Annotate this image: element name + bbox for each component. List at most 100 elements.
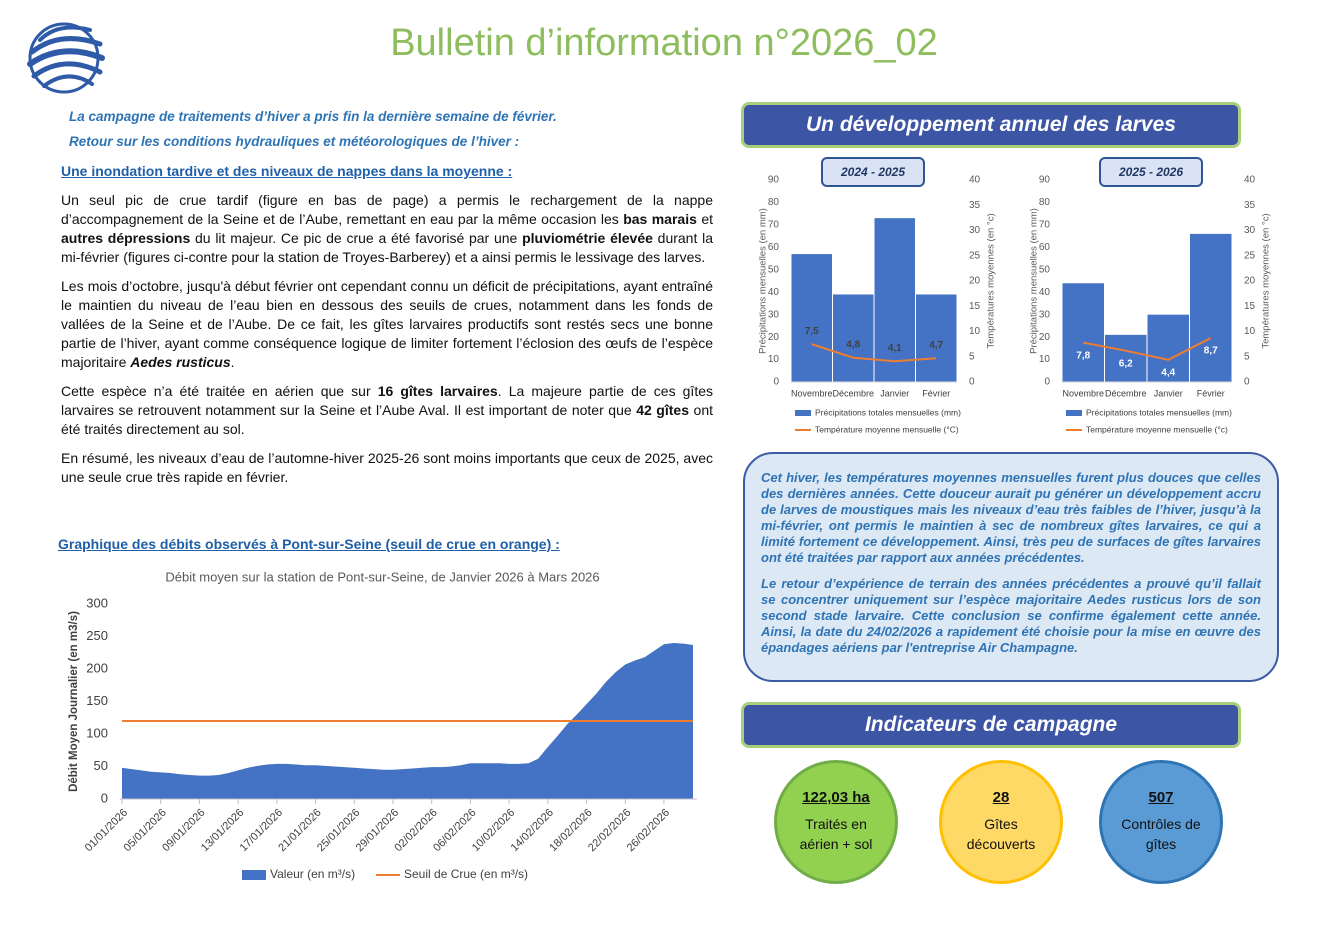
- indicator-label: Traités en aérien + sol: [799, 816, 873, 852]
- y-tick-label: 70: [1039, 220, 1051, 231]
- data-label: 7,5: [805, 326, 819, 337]
- y2-tick-label: 35: [1244, 200, 1256, 211]
- x-tick-label: Janvier: [880, 388, 909, 398]
- legend-swatch: [1066, 410, 1082, 416]
- x-tick-label: Février: [1197, 388, 1225, 398]
- text-run: durant la mi-février (figures ci-contre …: [61, 230, 714, 265]
- bar: [791, 254, 832, 382]
- legend-label: Précipitations totales mensuelles (mm): [815, 407, 961, 417]
- y2-tick-label: 0: [969, 377, 975, 388]
- text-run: En résumé, les niveaux d’eau de l’automn…: [61, 450, 713, 485]
- chart-title-box: [821, 157, 925, 187]
- y-tick-label: 300: [86, 595, 108, 610]
- y-tick-label: 100: [86, 725, 108, 740]
- y-tick-label: 20: [1039, 332, 1051, 343]
- y-tick-label: 80: [1039, 197, 1051, 208]
- paragraph: En résumé, les niveaux d’eau de l’automn…: [61, 449, 713, 487]
- y-tick-label: 80: [768, 197, 780, 208]
- y2-tick-label: 10: [1244, 326, 1256, 337]
- y-tick-label: 40: [1039, 287, 1051, 298]
- data-label: 4,8: [846, 339, 860, 350]
- y-tick-label: 50: [768, 264, 780, 275]
- bar: [874, 218, 915, 382]
- indicator-label: Contrôles de gîtes: [1121, 816, 1201, 852]
- text-run: pluviométrie élevée: [522, 230, 653, 246]
- y-axis-label: Précipitations mensuelles (en mm): [758, 208, 769, 354]
- paragraph: Les mois d’octobre, jusqu'à début févrie…: [61, 277, 713, 372]
- bar: [1105, 334, 1147, 382]
- callout: Cet hiver, les températures moyennes men…: [743, 452, 1279, 682]
- y2-axis-label: Températures moyennes (en °c): [1261, 213, 1272, 348]
- y-tick-label: 40: [768, 287, 780, 298]
- x-tick-label: Novembre: [791, 388, 833, 398]
- data-label: 4,7: [929, 340, 943, 351]
- indicator: 28 Gîtes découverts: [939, 760, 1063, 884]
- y2-tick-label: 30: [969, 225, 981, 236]
- x-tick-label: Janvier: [1154, 388, 1183, 398]
- bar: [833, 294, 874, 382]
- x-tick-label: Novembre: [1062, 388, 1104, 398]
- x-tick-label: Décembre: [832, 388, 874, 398]
- y-axis-label: Précipitations mensuelles (en mm): [1029, 208, 1040, 354]
- data-label: 6,2: [1119, 358, 1133, 369]
- bar: [1062, 283, 1104, 382]
- y2-tick-label: 40: [1244, 175, 1256, 186]
- paragraph: Cette espèce n’a été traitée en aérien q…: [61, 382, 713, 439]
- legend-label: Température moyenne mensuelle (°c): [1086, 424, 1228, 434]
- intro-line: La campagne de traitements d’hiver a pri…: [69, 109, 557, 124]
- y2-tick-label: 0: [1244, 377, 1250, 388]
- indicator-value: 28: [992, 789, 1010, 806]
- temperature-line: [811, 343, 937, 363]
- y2-tick-label: 20: [969, 276, 981, 287]
- chart-title: Débit moyen sur la station de Pont-sur-S…: [165, 569, 599, 584]
- logo-ring: [28, 22, 100, 94]
- y-tick-label: 10: [768, 354, 780, 365]
- text-run: autres dépressions: [61, 230, 191, 246]
- y-tick-label: 50: [94, 758, 108, 773]
- text-run: 16 gîtes larvaires: [377, 383, 498, 399]
- y2-tick-label: 15: [1244, 301, 1256, 312]
- indicator: 122,03 ha Traités en aérien + sol: [774, 760, 898, 884]
- section-heading: Graphique des débits observés à Pont-sur…: [58, 536, 560, 552]
- logo-stroke: [27, 48, 105, 67]
- legend-label: Précipitations totales mensuelles (mm): [1086, 407, 1232, 417]
- y-tick-label: 60: [768, 242, 780, 253]
- y-tick-label: 0: [101, 790, 108, 805]
- indicator: 507 Contrôles de gîtes: [1099, 760, 1223, 884]
- text-run: . La majeure partie de ces gîtes larvair…: [61, 383, 714, 418]
- flow-area: [122, 643, 693, 799]
- y2-tick-label: 40: [969, 175, 981, 186]
- y-tick-label: 20: [768, 332, 780, 343]
- callout-paragraph: Le retour d’expérience de terrain des an…: [761, 576, 1261, 655]
- y2-tick-label: 30: [1244, 225, 1256, 236]
- y2-tick-label: 20: [1244, 276, 1256, 287]
- temperature-line: [1083, 337, 1212, 361]
- callout-paragraph: Cet hiver, les températures moyennes men…: [761, 470, 1261, 565]
- y2-tick-label: 25: [969, 250, 981, 261]
- paragraph: Un seul pic de crue tardif (figure en ba…: [61, 191, 713, 267]
- y2-axis-label: Températures moyennes (en °c): [986, 213, 997, 348]
- banner: Indicateurs de campagne: [741, 702, 1241, 748]
- logo-stroke: [31, 61, 103, 79]
- logo-stroke: [38, 25, 92, 42]
- section-heading: Une inondation tardive et des niveaux de…: [61, 163, 513, 179]
- y-tick-label: 90: [1039, 175, 1051, 186]
- y-axis-label: Débit Moyen Journalier (en m3/s): [68, 611, 80, 792]
- y-tick-label: 90: [768, 175, 780, 186]
- data-label: 8,7: [1204, 346, 1218, 357]
- text-run: bas marais: [623, 211, 697, 227]
- y-tick-label: 30: [1039, 309, 1051, 320]
- text-run: Les mois d’octobre, jusqu'à début févrie…: [61, 278, 713, 370]
- legend-label: Valeur (en m³/s): [270, 867, 355, 881]
- chart-title: 2024 - 2025: [840, 165, 905, 179]
- y-tick-label: 250: [86, 628, 108, 643]
- y-tick-label: 200: [86, 660, 108, 675]
- text-run: ont été traités directement au sol.: [61, 402, 713, 437]
- text-run: du lit majeur. Ce pic de crue a été favo…: [190, 230, 523, 246]
- y-tick-label: 70: [768, 220, 780, 231]
- title: Bulletin d’information n°2026_02: [390, 22, 938, 64]
- y2-tick-label: 25: [1244, 250, 1256, 261]
- y-tick-label: 30: [768, 309, 780, 320]
